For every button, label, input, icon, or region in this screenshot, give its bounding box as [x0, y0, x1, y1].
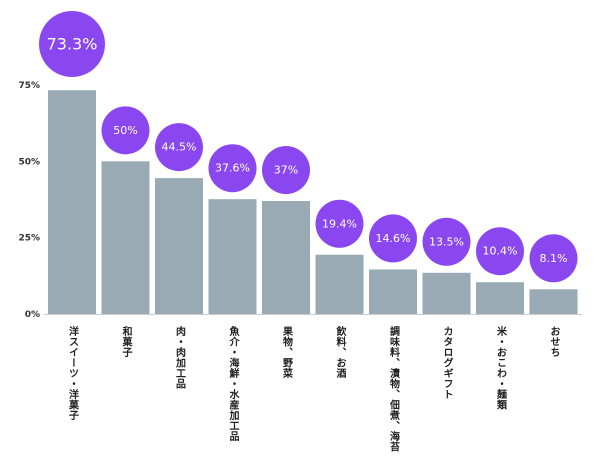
y-tick-label: 50% — [18, 157, 40, 167]
bar — [369, 269, 417, 314]
bar — [422, 272, 471, 314]
data-label: 37.6% — [215, 162, 250, 175]
bar — [101, 161, 150, 314]
data-label: 14.6% — [376, 232, 411, 245]
category-label: 果物、野菜 — [281, 326, 294, 379]
data-label-bubble — [369, 214, 417, 263]
category-label: 魚介・海鮮・水産加工品 — [227, 325, 240, 442]
data-label-bubble — [39, 11, 105, 77]
data-label-bubble — [262, 146, 310, 195]
category-label: 調味料、漬物、佃煮、海苔 — [388, 325, 401, 453]
bar — [262, 201, 310, 314]
bar — [315, 254, 364, 314]
data-label: 44.5% — [162, 141, 197, 154]
data-label-bubble — [529, 234, 578, 283]
data-label: 8.1% — [540, 252, 568, 265]
category-label: 肉・肉加工品 — [174, 325, 187, 390]
data-label: 19.4% — [322, 217, 357, 230]
bar — [208, 199, 257, 314]
category-label: 飲料、お酒 — [334, 325, 347, 379]
y-tick-label: 75% — [18, 81, 40, 91]
data-label: 73.3% — [47, 35, 98, 54]
data-label: 10.4% — [483, 245, 518, 258]
data-label-bubble — [315, 199, 364, 248]
bar — [155, 178, 203, 314]
category-label: 洋スイーツ・洋菓子 — [67, 325, 80, 421]
data-label-bubble — [208, 144, 257, 193]
data-label: 50% — [113, 124, 137, 137]
bar — [476, 282, 524, 314]
category-label: おせち — [548, 326, 560, 358]
y-tick-label: 25% — [18, 234, 40, 244]
data-label-bubble — [422, 217, 471, 266]
data-label: 37% — [274, 164, 298, 177]
y-tick-label: 0% — [25, 310, 40, 320]
data-label: 13.5% — [429, 235, 464, 248]
category-label: 和菓子 — [120, 325, 133, 358]
data-label-bubble — [155, 123, 203, 172]
bar — [48, 90, 96, 314]
category-label: 米・おこわ・麺類 — [495, 325, 508, 411]
data-label-bubble — [101, 106, 150, 155]
data-label-bubble — [476, 227, 524, 276]
category-label: カタログギフト — [441, 326, 453, 400]
bar — [529, 289, 578, 314]
